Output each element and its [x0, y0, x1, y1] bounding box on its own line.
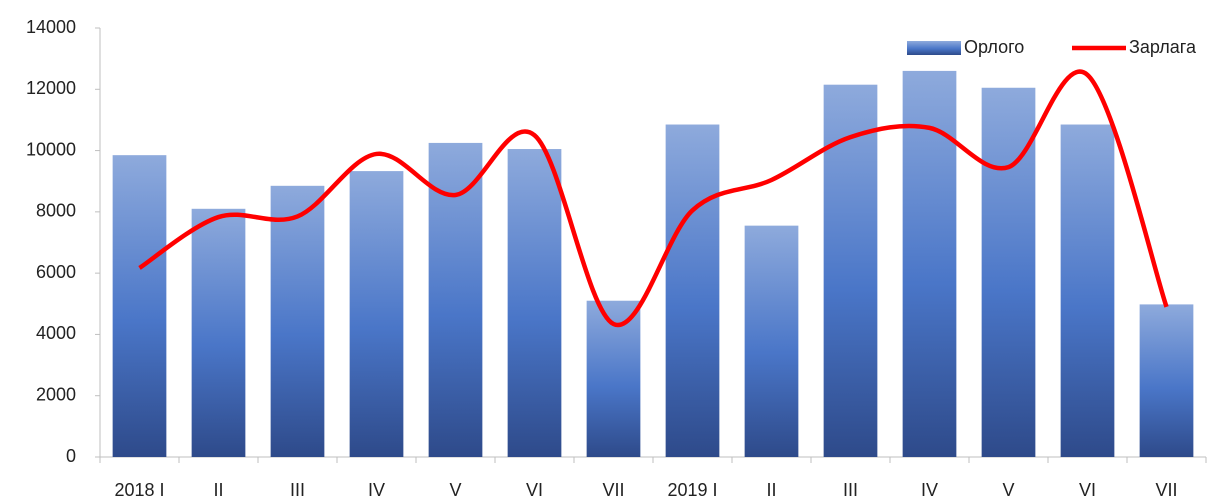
y-tick-label: 6000	[36, 262, 76, 282]
bar	[349, 171, 404, 457]
y-tick-label: 4000	[36, 323, 76, 343]
legend-label: Зарлага	[1129, 37, 1197, 57]
bar	[823, 84, 878, 458]
bar	[191, 208, 246, 457]
x-tick-label: VII	[602, 480, 624, 500]
bar	[1139, 304, 1194, 457]
y-tick-label: 2000	[36, 384, 76, 404]
legend-label: Орлого	[964, 37, 1024, 57]
bar	[507, 149, 562, 457]
x-tick-label: V	[1002, 480, 1014, 500]
y-tick-label: 14000	[26, 17, 76, 37]
bar	[270, 185, 325, 457]
x-tick-label: VI	[1079, 480, 1096, 500]
y-tick-label: 0	[66, 446, 76, 466]
x-tick-label: VII	[1155, 480, 1177, 500]
line	[138, 69, 1169, 328]
legend-swatch	[907, 41, 961, 55]
bar	[1060, 124, 1115, 458]
y-tick-label: 12000	[26, 78, 76, 98]
x-tick-label: V	[449, 480, 461, 500]
bar	[586, 300, 641, 457]
x-tick-label: 2019 I	[667, 480, 717, 500]
x-tick-label: IV	[368, 480, 385, 500]
x-tick-label: II	[213, 480, 223, 500]
bar	[112, 155, 167, 458]
x-tick-label: II	[766, 480, 776, 500]
x-tick-label: III	[290, 480, 305, 500]
bar	[665, 124, 720, 458]
y-tick-label: 8000	[36, 201, 76, 221]
x-tick-label: IV	[921, 480, 938, 500]
x-tick-label: VI	[526, 480, 543, 500]
y-tick-label: 10000	[26, 139, 76, 159]
x-tick-label: III	[843, 480, 858, 500]
x-tick-label: 2018 I	[114, 480, 164, 500]
bar	[744, 225, 799, 457]
